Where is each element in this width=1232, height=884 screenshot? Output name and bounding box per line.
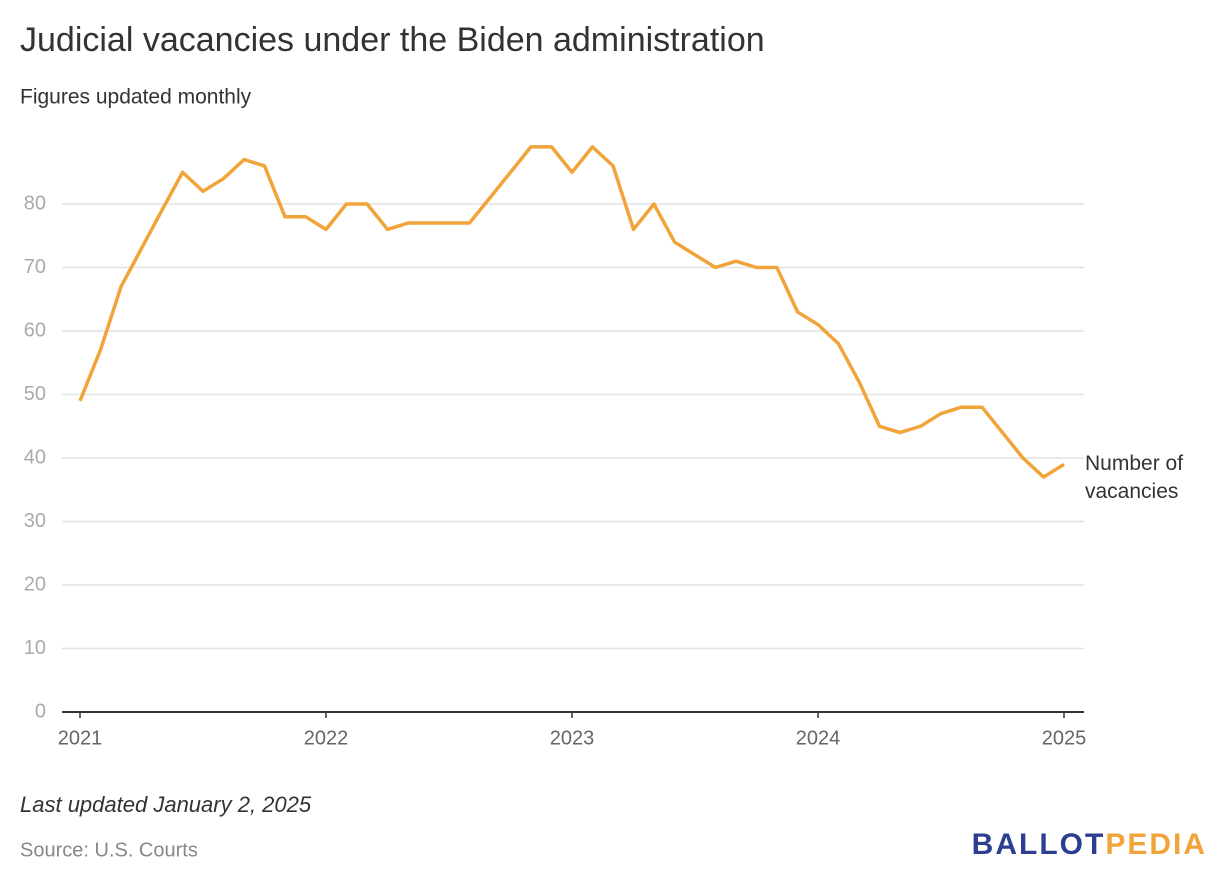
- x-tick-label: 2024: [796, 727, 841, 749]
- y-tick-label: 50: [24, 383, 46, 405]
- note: Last updated January 2, 2025: [20, 792, 312, 817]
- x-tick-label: 2023: [550, 727, 595, 749]
- series-label: Number of vacancies: [1085, 452, 1184, 503]
- y-tick-label: 30: [24, 510, 46, 532]
- x-tick-label: 2022: [304, 727, 349, 749]
- source: Source: U.S. Courts: [20, 839, 198, 861]
- y-tick-label: 20: [24, 573, 46, 595]
- y-tick-label: 60: [24, 319, 46, 341]
- y-tick-label: 70: [24, 256, 46, 278]
- x-tick-label: 2025: [1042, 727, 1087, 749]
- y-tick-label: 80: [24, 192, 46, 214]
- logo-right: PEDIA: [1105, 828, 1207, 861]
- series-line: [78, 145, 1065, 479]
- logo-left: BALLOT: [972, 828, 1106, 861]
- chart-subtitle: Figures updated monthly: [20, 86, 252, 109]
- y-tick-label: 40: [24, 446, 46, 468]
- x-tick-label: 2021: [58, 727, 103, 749]
- chart-title: Judicial vacancies under the Biden admin…: [20, 21, 765, 59]
- y-tick-label: 0: [35, 700, 46, 722]
- y-tick-label: 10: [24, 637, 46, 659]
- logo: BALLOTPEDIA: [972, 828, 1207, 861]
